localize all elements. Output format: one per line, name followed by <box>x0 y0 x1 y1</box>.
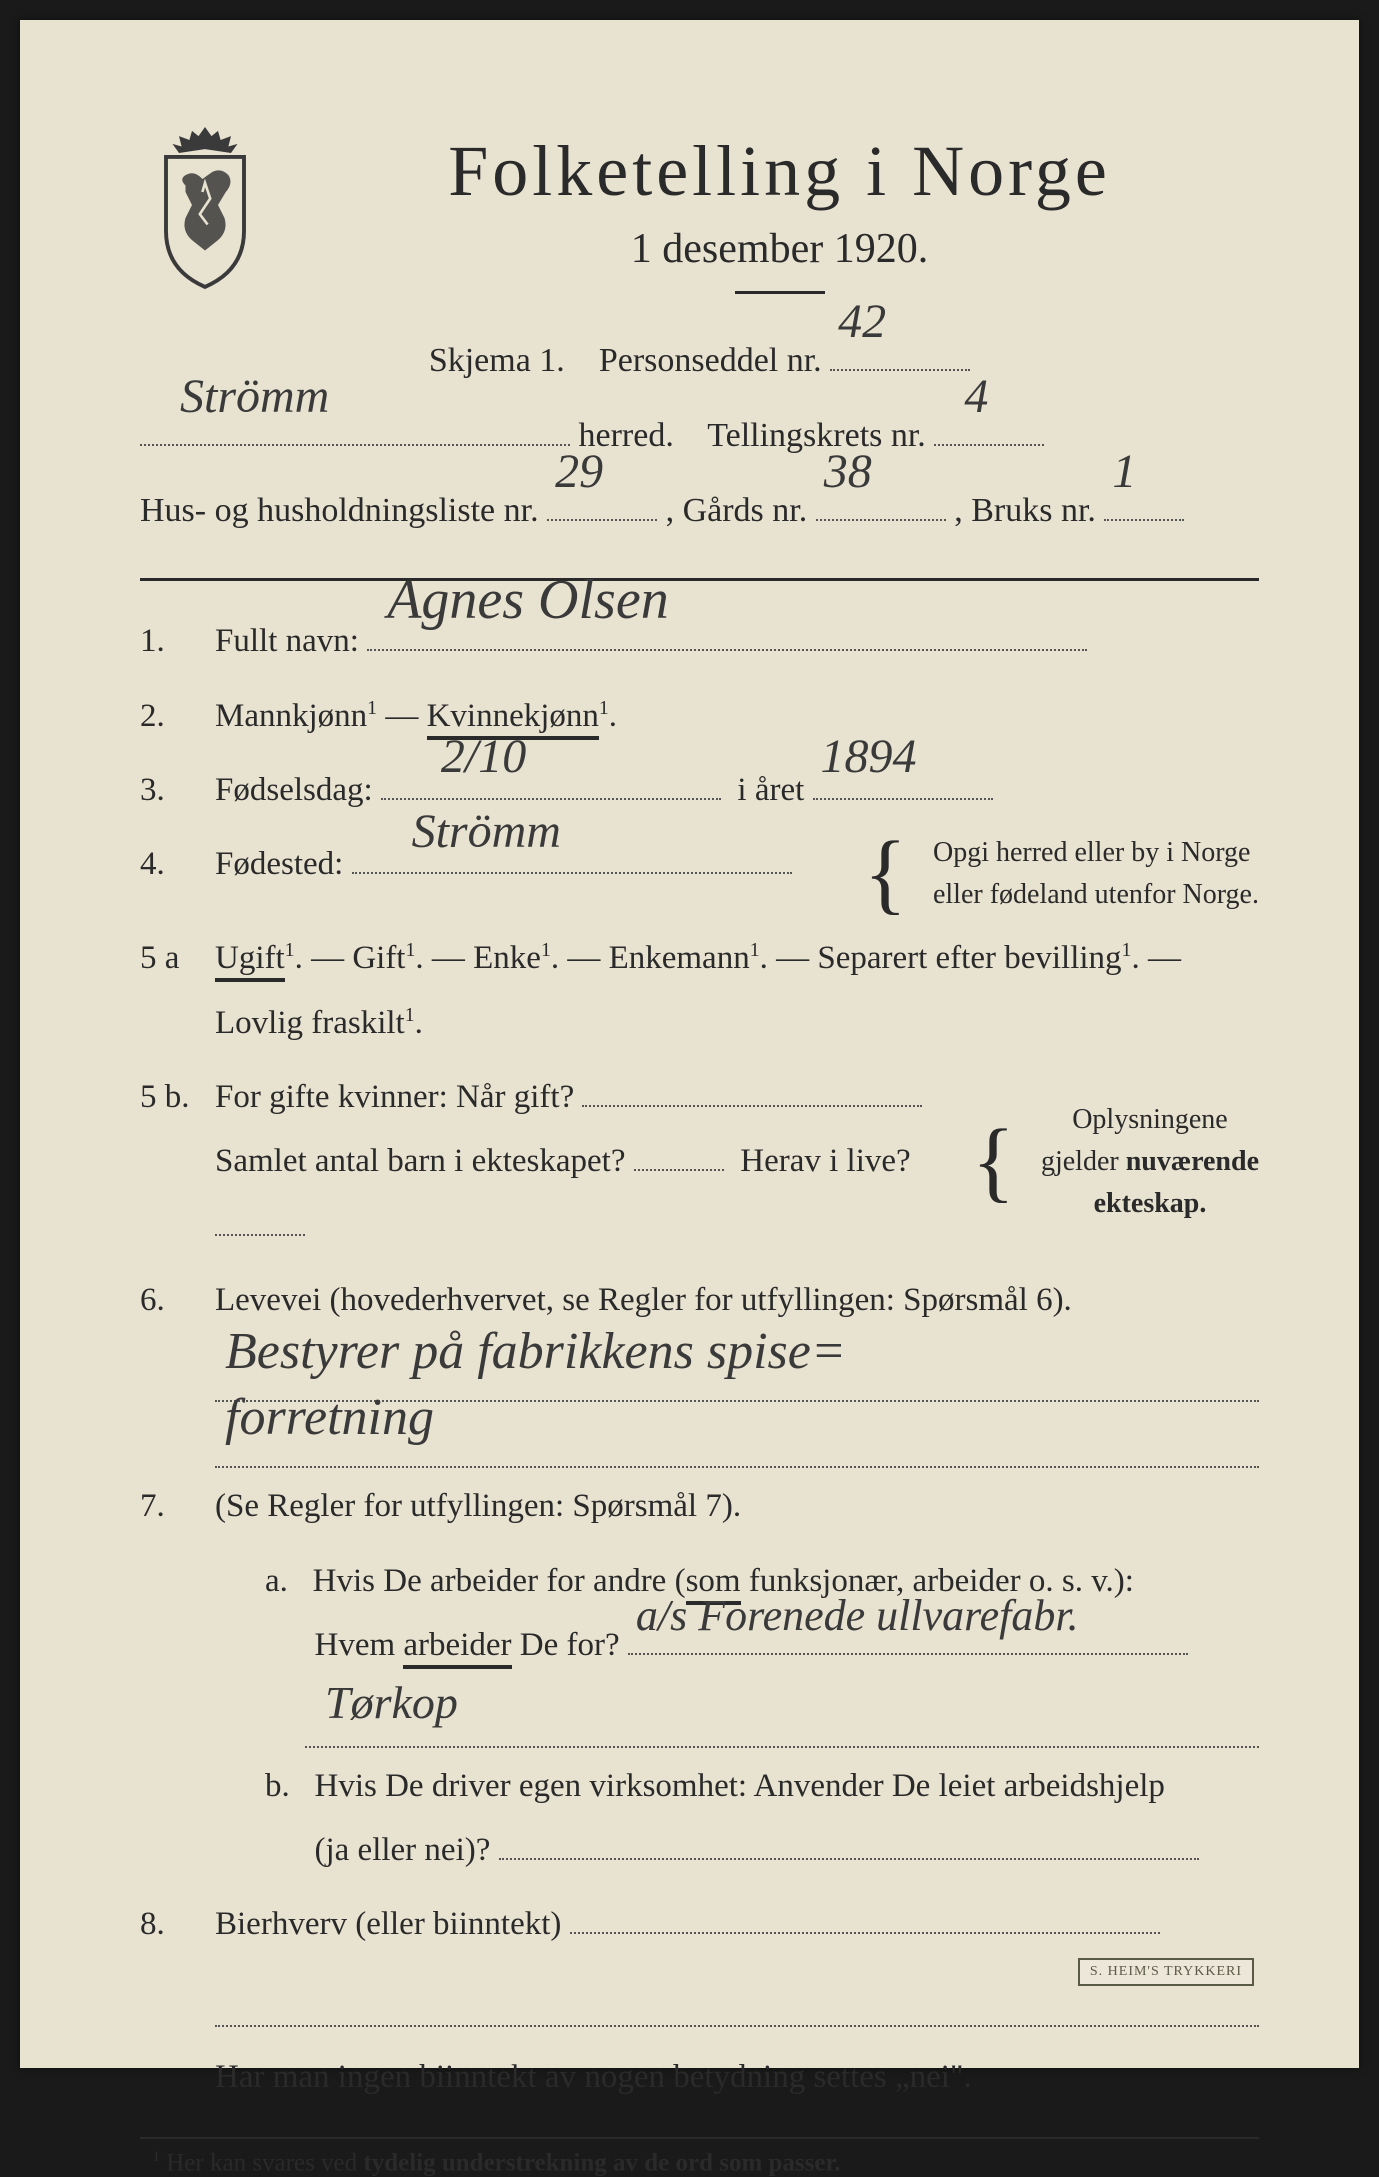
q7b-line1: Hvis De driver egen virksomhet: Anvender… <box>315 1768 1165 1804</box>
bruks-label: , Bruks nr. <box>954 492 1096 529</box>
q4-value: Strömm <box>412 785 561 879</box>
q5b-num: 5 b. <box>140 1065 215 1129</box>
q7b-row: b. Hvis De driver egen virksomhet: Anven… <box>140 1754 1259 1883</box>
q1-value: Agnes Olsen <box>387 546 669 655</box>
q3-label: Fødselsdag: <box>215 772 373 808</box>
q2-male: Mannkjønn <box>215 698 367 734</box>
form-metadata-block: Skjema 1. Personseddel nr. 42 Strömm her… <box>140 324 1259 548</box>
footnote-divider <box>140 2137 1259 2139</box>
personseddel-nr: 42 <box>838 269 886 375</box>
q5b-row: 5 b. For gifte kvinner: Når gift? Samlet… <box>140 1065 1259 1258</box>
q5a-ugift-selected: Ugift <box>215 940 285 982</box>
q7b-num: b. <box>265 1768 290 1804</box>
q1-row: 1. Fullt navn: Agnes Olsen <box>140 609 1259 673</box>
printer-stamp: S. HEIM'S TRYKKERI <box>1078 1958 1254 1986</box>
q1-num: 1. <box>140 609 215 673</box>
q2-num: 2. <box>140 684 215 748</box>
bottom-note: Har man ingen biinntekt av nogen betydni… <box>215 2059 972 2095</box>
q8-row: 8. Bierhverv (eller biinntekt) <box>140 1892 1259 1956</box>
q4-num: 4. <box>140 832 215 896</box>
q3-year: 1894 <box>821 710 917 804</box>
tellingskrets-nr: 4 <box>964 344 988 450</box>
q7b-line2: (ja eller nei)? <box>315 1832 491 1868</box>
header: Folketelling i Norge 1 desember 1920. <box>140 130 1259 314</box>
questions: 1. Fullt navn: Agnes Olsen 2. Mannkjønn1… <box>140 609 1259 2109</box>
divider <box>140 578 1259 581</box>
tellingskrets-label: Tellingskrets nr. <box>707 417 926 454</box>
q6-num: 6. <box>140 1268 215 1332</box>
q4-sidenote: { Opgi herred eller by i Norge eller fød… <box>864 832 1259 916</box>
q7a-value2: Tørkop <box>325 1658 458 1748</box>
q3-row: 3. Fødselsdag: 2/10 i året 1894 <box>140 758 1259 822</box>
census-date: 1 desember 1920. <box>300 225 1259 273</box>
q5a-num: 5 a <box>140 926 215 990</box>
gards-nr: 38 <box>824 419 872 525</box>
q8-num: 8. <box>140 1892 215 1956</box>
footnote: 1 Her kan svares ved tydelig understrekn… <box>140 2149 1259 2177</box>
q5b-line2b: Herav i live? <box>740 1143 910 1179</box>
q6-answer-line2: forretning <box>215 1408 1259 1468</box>
bruks-nr: 1 <box>1112 419 1136 525</box>
herred-value: Strömm <box>180 344 329 450</box>
hus-label: Hus- og husholdningsliste nr. <box>140 492 539 529</box>
main-title: Folketelling i Norge <box>300 130 1259 213</box>
q1-label: Fullt navn: <box>215 623 359 659</box>
bottom-note-row: Har man ingen biinntekt av nogen betydni… <box>140 2045 1259 2109</box>
census-form-page: Folketelling i Norge 1 desember 1920. Sk… <box>20 20 1359 2068</box>
title-divider <box>735 291 825 294</box>
coat-of-arms-icon <box>140 120 270 290</box>
skjema-label: Skjema 1. <box>429 342 565 379</box>
q4-row: 4. Fødested: Strömm { Opgi herred eller … <box>140 832 1259 916</box>
q4-label: Fødested: <box>215 846 343 882</box>
q2-row: 2. Mannkjønn1 — Kvinnekjønn1. <box>140 684 1259 748</box>
q6-value-2: forretning <box>225 1367 434 1468</box>
title-block: Folketelling i Norge 1 desember 1920. <box>300 130 1259 314</box>
q8-label: Bierhverv (eller biinntekt) <box>215 1906 561 1942</box>
q7a-row: a. Hvis De arbeider for andre (som funks… <box>140 1549 1259 1678</box>
q7-row: 7. (Se Regler for utfyllingen: Spørsmål … <box>140 1474 1259 1538</box>
q3-year-label: i året <box>737 772 804 808</box>
q5b-sidenote: { Oplysningene gjelder nuværende ekteska… <box>972 1099 1259 1225</box>
q7-label: (Se Regler for utfyllingen: Spørsmål 7). <box>215 1488 741 1524</box>
gards-label: , Gårds nr. <box>666 492 808 529</box>
q5a-row: 5 a Ugift1. — Gift1. — Enke1. — Enkemann… <box>140 926 1259 1055</box>
q7a-value1: a/s Forenede ullvarefabr. <box>636 1573 1079 1659</box>
q7a-line2: Tørkop <box>305 1688 1259 1748</box>
q3-num: 3. <box>140 758 215 822</box>
hus-nr: 29 <box>555 419 603 525</box>
q7a-num: a. <box>265 1563 288 1599</box>
q5b-line2a: Samlet antal barn i ekteskapet? <box>215 1143 626 1179</box>
personseddel-label: Personseddel nr. <box>599 342 822 379</box>
q5b-line1: For gifte kvinner: Når gift? <box>215 1079 574 1115</box>
q7-num: 7. <box>140 1474 215 1538</box>
